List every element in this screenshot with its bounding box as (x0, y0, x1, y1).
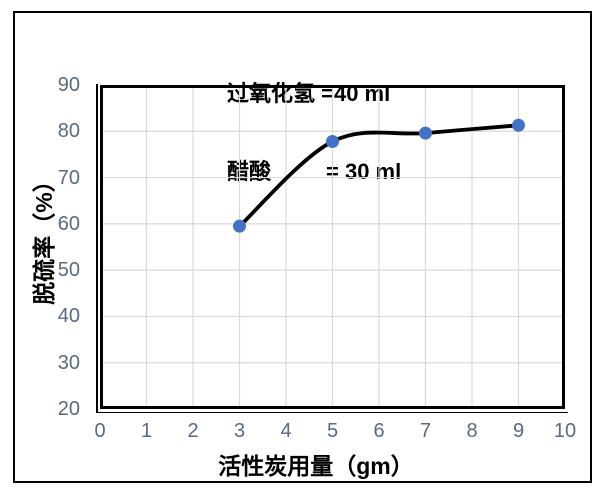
y-tick-label: 30 (57, 351, 80, 374)
x-tick-label: 0 (94, 420, 106, 442)
x-tick-label: 3 (233, 420, 246, 442)
series-line (237, 123, 521, 229)
x-tick-label: 4 (280, 420, 292, 442)
data-point-marker (512, 118, 525, 132)
x-tick-label: 6 (373, 420, 385, 442)
data-point-marker (326, 134, 339, 148)
x-tick-label: 8 (466, 420, 478, 442)
x-tick-label: 1 (140, 420, 153, 442)
x-tick-label: 10 (553, 420, 577, 442)
x-tick-label: 2 (187, 420, 199, 442)
y-tick-label: 80 (57, 120, 80, 143)
data-point-marker (233, 219, 246, 233)
data-point-marker (419, 126, 432, 140)
y-tick-label: 90 (57, 74, 80, 96)
x-axis-title: 活性炭用量（gm） (218, 453, 414, 479)
x-tick-label: 7 (419, 420, 432, 442)
figure-border: 过氧化氢 =40 ml 醋酸 = 30 ml 脱硫率（%） 活性炭用量（gm） … (13, 11, 592, 483)
line-chart-svg (100, 85, 565, 409)
x-tick-label: 5 (326, 420, 339, 442)
y-tick-label: 20 (57, 398, 80, 420)
x-tick-label: 9 (512, 420, 525, 442)
y-tick-label: 50 (57, 259, 80, 282)
y-tick-label: 60 (57, 212, 80, 235)
y-tick-label: 40 (57, 305, 80, 328)
plot-area (96, 84, 568, 413)
plot-border (100, 85, 565, 409)
y-tick-label: 70 (57, 166, 80, 189)
y-axis-title: 脱硫率（%） (31, 169, 57, 305)
